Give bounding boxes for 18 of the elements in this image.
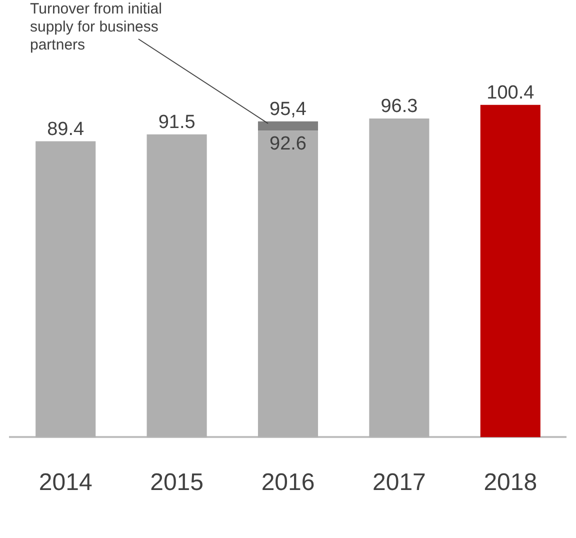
data-label: 89.4: [47, 119, 85, 140]
data-label: 92.6: [270, 133, 306, 154]
x-tick-label: 2016: [261, 469, 315, 496]
bar: [36, 141, 96, 438]
bar: [480, 104, 540, 438]
total-label: 95,4: [270, 99, 307, 120]
bar: [369, 118, 430, 438]
text: Turnover from initial supply for business partners: [30, 0, 162, 54]
data-label: 96.3: [380, 96, 418, 118]
data-label: 91.5: [158, 112, 196, 134]
data-label: 100.4: [486, 82, 535, 104]
bar: [146, 134, 207, 438]
x-tick-label: 2018: [484, 469, 538, 496]
x-tick-label: 2015: [150, 469, 204, 496]
x-tick-label: 2017: [372, 469, 426, 496]
x-tick-label: 2014: [38, 469, 92, 496]
bar: [258, 121, 318, 131]
bar: [258, 130, 318, 438]
